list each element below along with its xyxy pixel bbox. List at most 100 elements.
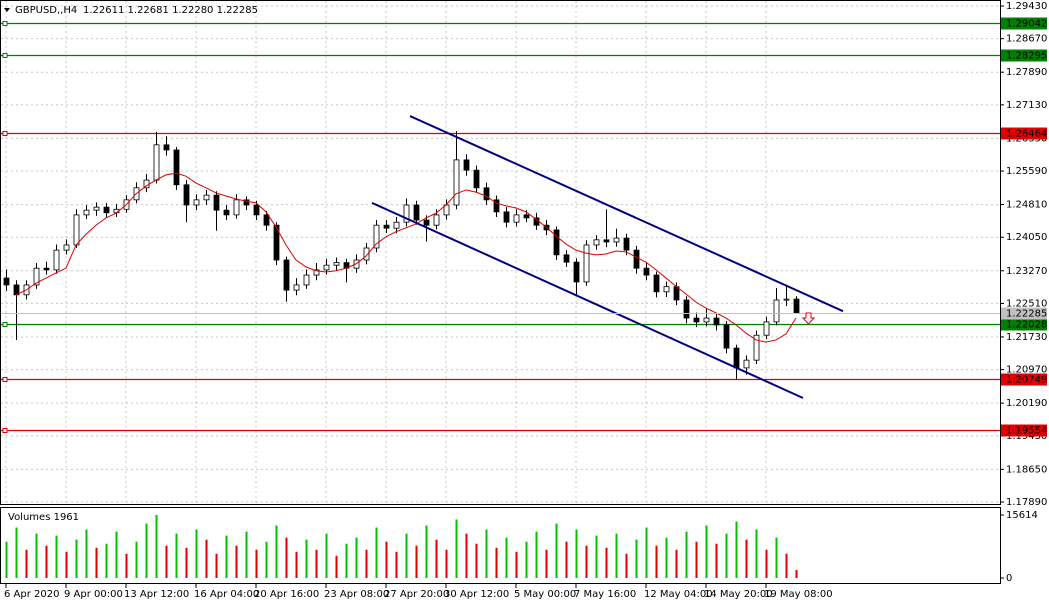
volume-bar <box>215 553 218 578</box>
trend-line <box>371 201 804 399</box>
candle-body <box>73 214 80 246</box>
candle-body <box>433 214 440 226</box>
volume-bar <box>795 570 798 578</box>
volume-bar <box>515 551 518 578</box>
x-tick-label: 27 Apr 20:00 <box>384 589 449 600</box>
volume-bar <box>275 525 278 578</box>
x-tick-label: 23 Apr 08:00 <box>324 589 389 600</box>
candle-body <box>103 206 110 214</box>
candle-body <box>773 299 780 323</box>
level-label: 1.20749 <box>1006 375 1047 386</box>
y-tick-label: 1.24050 <box>1006 232 1047 243</box>
candle-body <box>793 298 800 314</box>
level-label-bg <box>1001 127 1047 140</box>
candle-body <box>233 199 240 216</box>
volume-bar <box>285 537 288 578</box>
volume-bar <box>425 525 428 578</box>
volume-bar <box>405 533 408 578</box>
candle-body <box>43 267 50 271</box>
candle-body <box>403 204 410 223</box>
x-tick-label: 20 Apr 16:00 <box>254 589 319 600</box>
volume-bar <box>335 555 338 578</box>
volume-bar <box>125 553 128 578</box>
volume-bar <box>255 549 258 578</box>
volume-bar <box>505 537 508 578</box>
x-tick-label: 6 Apr 2020 <box>4 589 59 600</box>
volume-bar <box>325 533 328 578</box>
level-marker <box>2 322 8 327</box>
volume-bar <box>695 541 698 578</box>
volume-bar <box>345 543 348 578</box>
candle-body <box>453 159 460 206</box>
volume-bar <box>545 549 548 578</box>
volume-bar <box>385 541 388 578</box>
level-label: 1.29042 <box>1006 19 1047 30</box>
candle-body <box>503 211 510 223</box>
level-label: 1.28295 <box>1006 51 1047 62</box>
candle-body <box>283 259 290 291</box>
candle-body <box>683 299 690 319</box>
candle-body <box>213 194 220 211</box>
candle-body <box>463 159 470 171</box>
candle-body <box>373 224 380 249</box>
volume-bar <box>305 539 308 578</box>
candle-body <box>593 239 600 246</box>
level-label-bg <box>1001 318 1047 331</box>
volume-bar <box>175 533 178 578</box>
candle-body <box>33 267 40 286</box>
x-tick-label: 9 Apr 00:00 <box>64 589 123 600</box>
volume-bar <box>465 533 468 578</box>
price-pane-border <box>0 0 1001 505</box>
volume-bar <box>775 537 778 578</box>
y-tick-label: 1.27130 <box>1006 100 1047 111</box>
candle-body <box>83 209 90 216</box>
candle-body <box>193 199 200 206</box>
candle-body <box>53 249 60 271</box>
volume-bar <box>715 543 718 578</box>
volume-bar <box>355 537 358 578</box>
volume-bar <box>245 531 248 578</box>
moving-average <box>15 172 797 343</box>
candle-body <box>513 214 520 223</box>
y-tick-label: 1.24810 <box>1006 200 1047 211</box>
candle-body <box>393 221 400 229</box>
candle-body <box>63 244 70 251</box>
candle-body <box>763 321 770 336</box>
menu-triangle[interactable] <box>4 8 10 12</box>
candle-body <box>633 249 640 269</box>
candle-body <box>173 149 180 186</box>
volume-bar <box>615 533 618 578</box>
price-pane <box>1 21 1000 433</box>
volume-bar <box>745 539 748 578</box>
volume-tick-label: 15614 <box>1006 510 1038 521</box>
candle-body <box>713 317 720 326</box>
volume-bar <box>145 523 148 578</box>
volume-bar <box>315 549 318 578</box>
volume-bar <box>585 545 588 578</box>
volume-bar <box>435 539 438 578</box>
level-label-bg <box>1001 424 1047 437</box>
candle-body <box>723 324 730 349</box>
candle-body <box>573 261 580 283</box>
volume-bar <box>85 529 88 578</box>
volume-tick-label: 0 <box>1006 573 1012 584</box>
volume-bar <box>45 545 48 578</box>
y-tick-label: 1.27890 <box>1006 67 1047 78</box>
volume-bar <box>225 535 228 578</box>
volume-bar <box>235 545 238 578</box>
candle-body <box>523 214 530 219</box>
candle-body <box>693 317 700 323</box>
volume-bar <box>785 553 788 578</box>
candle-body <box>323 264 330 271</box>
current-price-label: 1.22285 <box>1006 309 1047 320</box>
candle-body <box>3 277 10 286</box>
candle-body <box>333 262 340 266</box>
volume-bar <box>265 541 268 578</box>
y-tick-label: 1.22510 <box>1006 298 1047 309</box>
level-label: 1.26464 <box>1006 129 1047 140</box>
sell-arrow <box>801 312 816 325</box>
volume-bar <box>635 539 638 578</box>
volume-bar <box>655 545 658 578</box>
candle-body <box>783 298 790 301</box>
volume-bar <box>645 527 648 578</box>
